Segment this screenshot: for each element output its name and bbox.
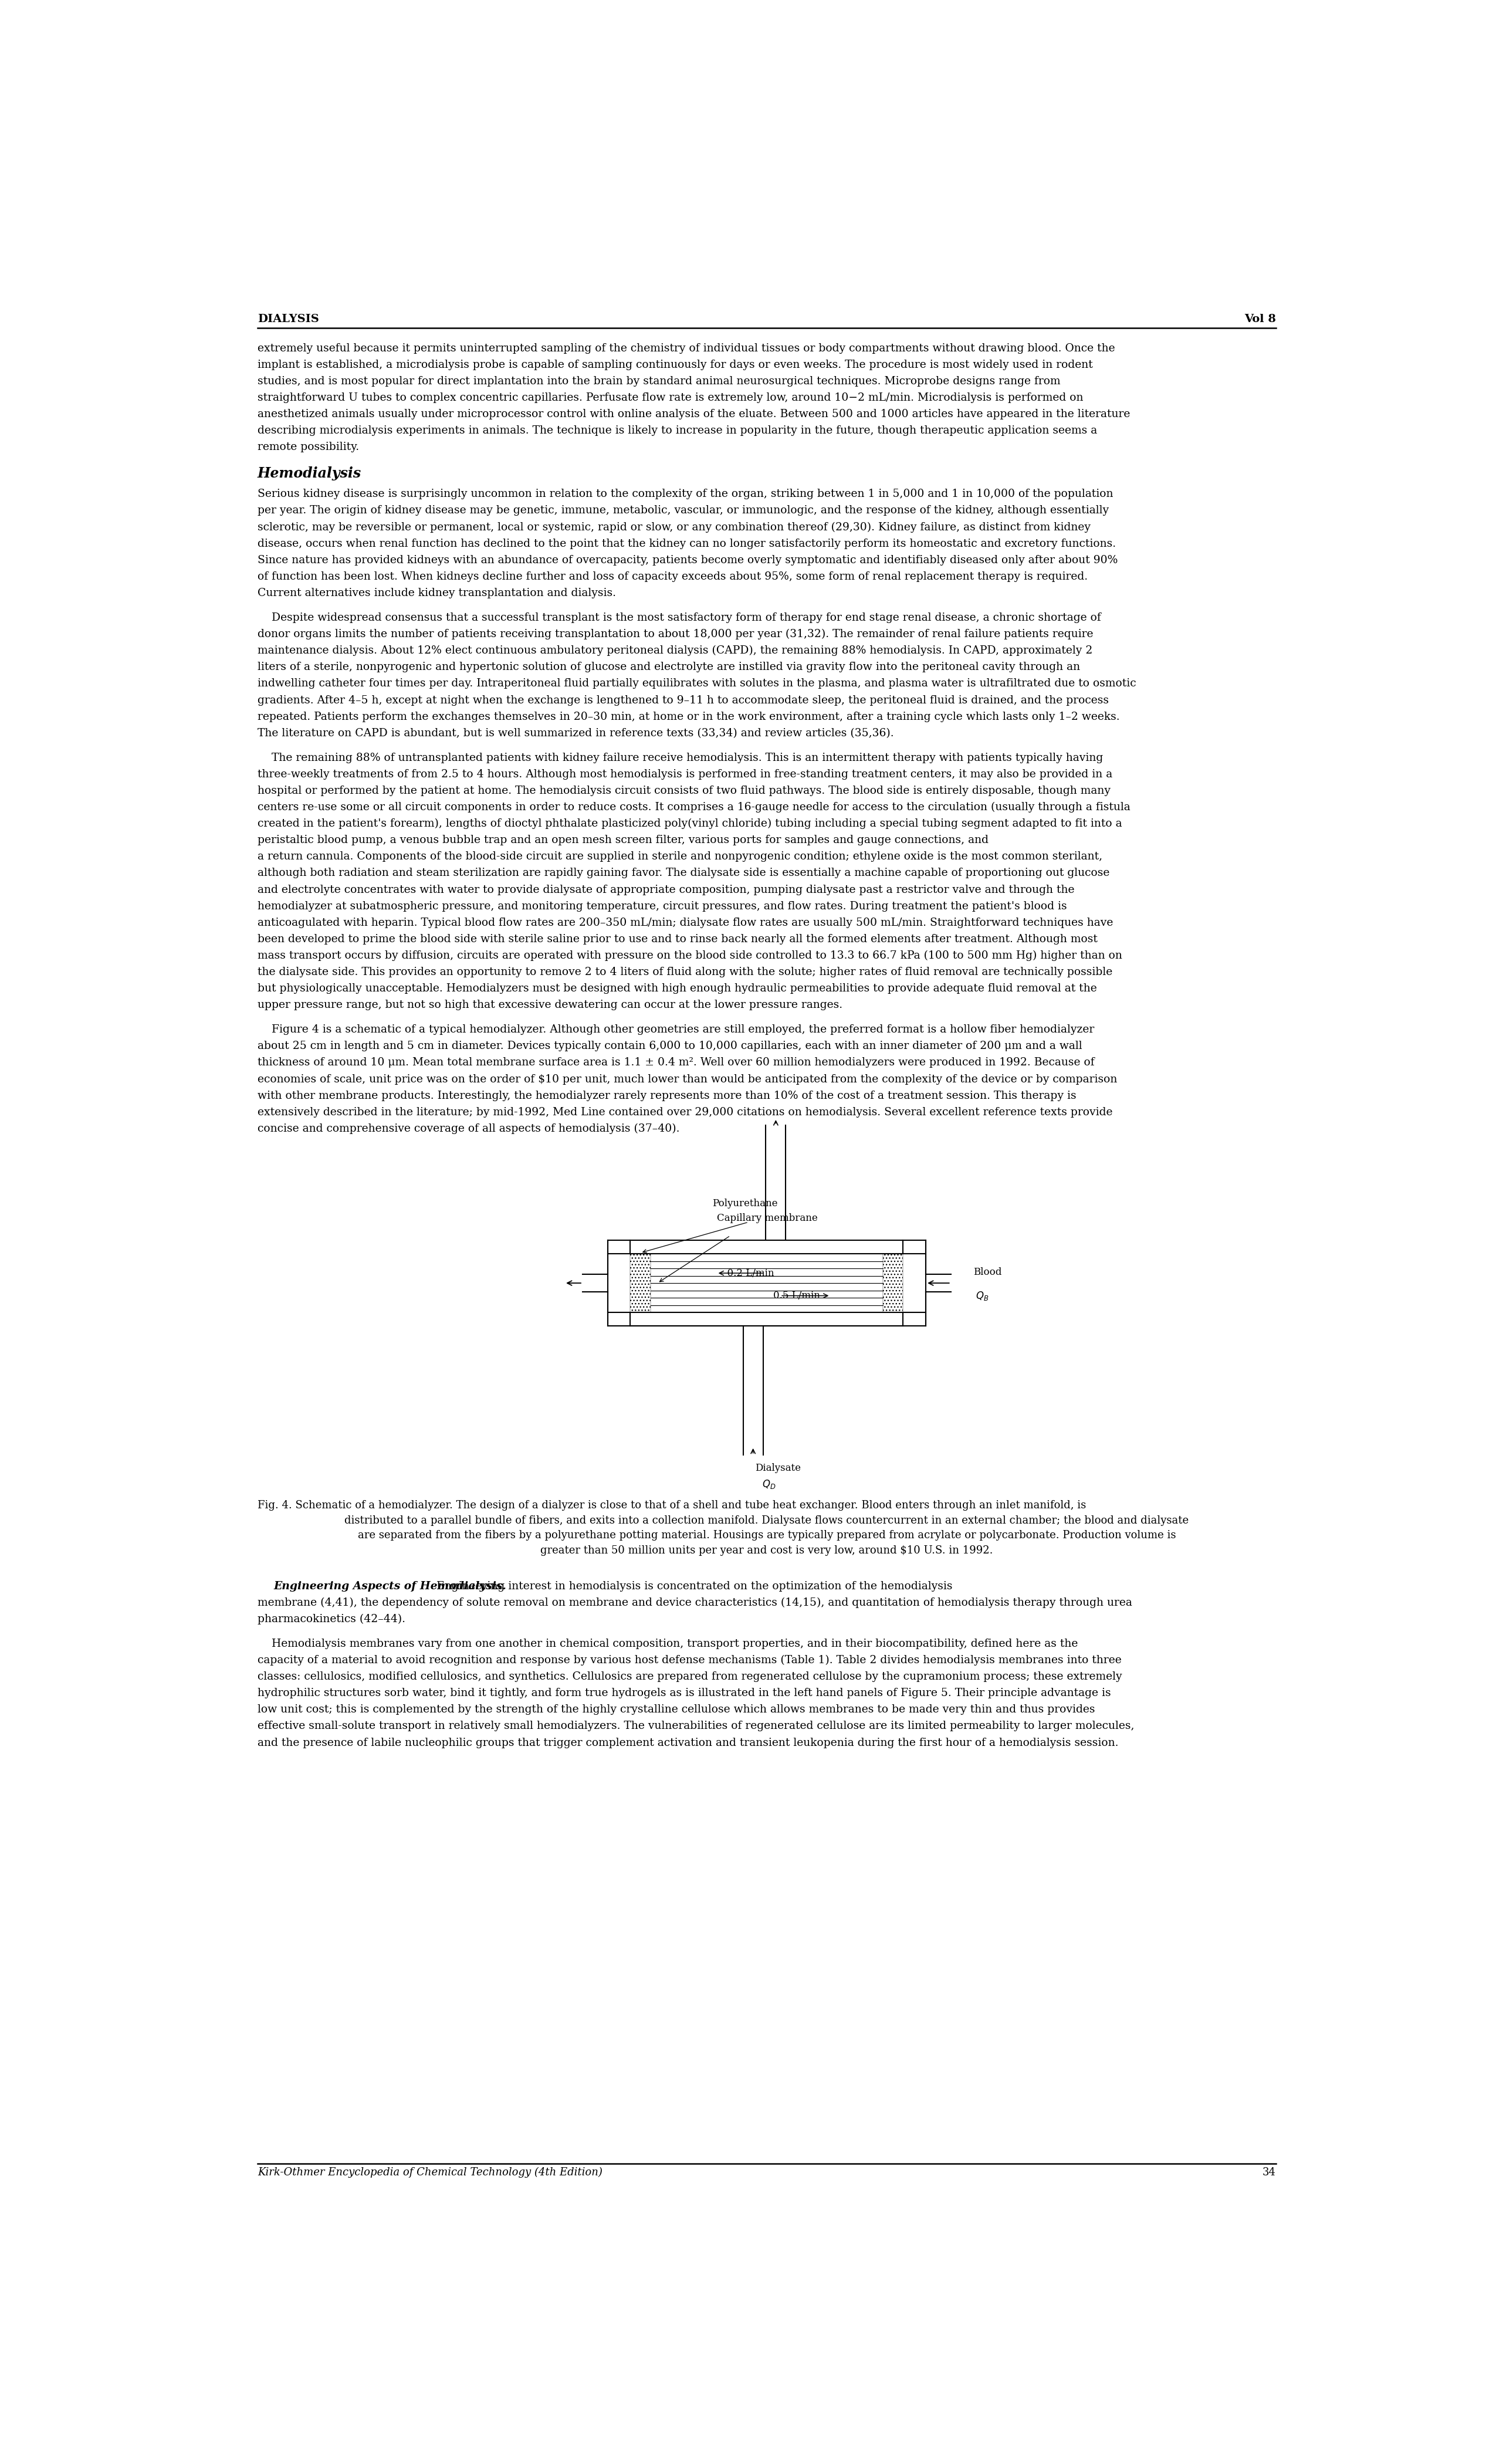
Text: maintenance dialysis. About 12% elect continuous ambulatory peritoneal dialysis : maintenance dialysis. About 12% elect co… (257, 646, 1092, 655)
Text: implant is established, a microdialysis probe is capable of sampling continuousl: implant is established, a microdialysis … (257, 360, 1092, 370)
Text: although both radiation and steam sterilization are rapidly gaining favor. The d: although both radiation and steam steril… (257, 867, 1110, 880)
Bar (630, 1254, 651, 1313)
Text: Dialysate: Dialysate (755, 1464, 800, 1473)
Text: created in the patient's forearm), lengths of dioctyl phthalate plasticized poly: created in the patient's forearm), lengt… (257, 818, 1122, 830)
Text: Since nature has provided kidneys with an abundance of overcapacity, patients be: Since nature has provided kidneys with a… (257, 554, 1118, 564)
Text: thickness of around 10 μm. Mean total membrane surface area is 1.1 ± 0.4 m². Wel: thickness of around 10 μm. Mean total me… (257, 1057, 1095, 1067)
Text: Polyurethane: Polyurethane (712, 1198, 778, 1207)
Text: classes: cellulosics, modified cellulosics, and synthetics. Cellulosics are prep: classes: cellulosics, modified cellulosi… (257, 1671, 1122, 1683)
Text: economies of scale, unit price was on the order of $10 per unit, much lower than: economies of scale, unit price was on th… (257, 1074, 1118, 1084)
Text: Despite widespread consensus that a successful transplant is the most satisfacto: Despite widespread consensus that a succ… (257, 614, 1101, 623)
Text: mass transport occurs by diffusion, circuits are operated with pressure on the b: mass transport occurs by diffusion, circ… (257, 951, 1122, 961)
Text: repeated. Patients perform the exchanges themselves in 20–30 min, at home or in : repeated. Patients perform the exchanges… (257, 712, 1119, 722)
Text: Vol 8: Vol 8 (1245, 313, 1276, 325)
Text: distributed to a parallel bundle of fibers, and exits into a collection manifold: distributed to a parallel bundle of fibe… (344, 1515, 1189, 1525)
Text: been developed to prime the blood side with sterile saline prior to use and to r: been developed to prime the blood side w… (257, 934, 1098, 944)
Text: Current alternatives include kidney transplantation and dialysis.: Current alternatives include kidney tran… (257, 589, 616, 599)
Text: the dialysate side. This provides an opportunity to remove 2 to 4 liters of flui: the dialysate side. This provides an opp… (257, 966, 1113, 978)
Text: Kirk-Othmer Encyclopedia of Chemical Technology (4th Edition): Kirk-Othmer Encyclopedia of Chemical Tec… (257, 2168, 603, 2178)
Text: studies, and is most popular for direct implantation into the brain by standard : studies, and is most popular for direct … (257, 377, 1061, 387)
Text: $Q_B$: $Q_B$ (975, 1289, 989, 1301)
Text: gradients. After 4–5 h, except at night when the exchange is lengthened to 9–11 : gradients. After 4–5 h, except at night … (257, 695, 1109, 705)
Text: per year. The origin of kidney disease may be genetic, immune, metabolic, vascul: per year. The origin of kidney disease m… (257, 505, 1109, 515)
Text: three-weekly treatments of from 2.5 to 4 hours. Although most hemodialysis is pe: three-weekly treatments of from 2.5 to 4… (257, 769, 1113, 779)
Text: 34: 34 (1263, 2168, 1276, 2178)
Text: The remaining 88% of untransplanted patients with kidney failure receive hemodia: The remaining 88% of untransplanted pati… (257, 752, 1103, 764)
Text: centers re-use some or all circuit components in order to reduce costs. It compr: centers re-use some or all circuit compo… (257, 801, 1131, 813)
Text: and electrolyte concentrates with water to provide dialysate of appropriate comp: and electrolyte concentrates with water … (257, 885, 1074, 894)
Text: The literature on CAPD is abundant, but is well summarized in reference texts (3: The literature on CAPD is abundant, but … (257, 727, 893, 739)
Text: liters of a sterile, nonpyrogenic and hypertonic solution of glucose and electro: liters of a sterile, nonpyrogenic and hy… (257, 663, 1080, 673)
Text: remote possibility.: remote possibility. (257, 441, 359, 453)
Text: Blood: Blood (974, 1266, 1002, 1276)
Text: Figure 4 is a schematic of a typical hemodialyzer. Although other geometries are: Figure 4 is a schematic of a typical hem… (257, 1025, 1094, 1035)
Text: hospital or performed by the patient at home. The hemodialysis circuit consists : hospital or performed by the patient at … (257, 786, 1110, 796)
Text: indwelling catheter four times per day. Intraperitoneal fluid partially equilibr: indwelling catheter four times per day. … (257, 678, 1135, 690)
Text: extensively described in the literature; by mid-1992, Med Line contained over 29: extensively described in the literature;… (257, 1106, 1113, 1119)
Text: hemodialyzer at subatmospheric pressure, and monitoring temperature, circuit pre: hemodialyzer at subatmospheric pressure,… (257, 902, 1067, 912)
Text: sclerotic, may be reversible or permanent, local or systemic, rapid or slow, or : sclerotic, may be reversible or permanen… (257, 522, 1091, 532)
Text: $Q_D$: $Q_D$ (761, 1478, 776, 1491)
Text: describing microdialysis experiments in animals. The technique is likely to incr: describing microdialysis experiments in … (257, 426, 1097, 436)
Text: straightforward U tubes to complex concentric capillaries. Perfusate flow rate i: straightforward U tubes to complex conce… (257, 392, 1083, 404)
Text: effective small-solute transport in relatively small hemodialyzers. The vulnerab: effective small-solute transport in rela… (257, 1720, 1134, 1732)
Text: are separated from the fibers by a polyurethane potting material. Housings are t: are separated from the fibers by a polyu… (358, 1530, 1176, 1540)
Text: anesthetized animals usually under microprocessor control with online analysis o: anesthetized animals usually under micro… (257, 409, 1129, 419)
Text: anticoagulated with heparin. Typical blood flow rates are 200–350 mL/min; dialys: anticoagulated with heparin. Typical blo… (257, 917, 1113, 929)
Text: Engineering interest in hemodialysis is concentrated on the optimization of the : Engineering interest in hemodialysis is … (426, 1582, 953, 1592)
Text: upper pressure range, but not so high that excessive dewatering can occur at the: upper pressure range, but not so high th… (257, 1000, 842, 1010)
Text: of function has been lost. When kidneys decline further and loss of capacity exc: of function has been lost. When kidneys … (257, 572, 1088, 582)
Text: Engineering Aspects of Hemodialysis.: Engineering Aspects of Hemodialysis. (274, 1582, 506, 1592)
Text: extremely useful because it permits uninterrupted sampling of the chemistry of i: extremely useful because it permits unin… (257, 342, 1115, 355)
Text: with other membrane products. Interestingly, the hemodialyzer rarely represents : with other membrane products. Interestin… (257, 1092, 1076, 1101)
Text: capacity of a material to avoid recognition and response by various host defense: capacity of a material to avoid recognit… (257, 1656, 1122, 1666)
Text: 0.5 L/min: 0.5 L/min (773, 1291, 820, 1301)
Text: greater than 50 million units per year and cost is very low, around $10 U.S. in : greater than 50 million units per year a… (540, 1545, 993, 1555)
Text: peristaltic blood pump, a venous bubble trap and an open mesh screen filter, var: peristaltic blood pump, a venous bubble … (257, 835, 989, 845)
Text: but physiologically unacceptable. Hemodialyzers must be designed with high enoug: but physiologically unacceptable. Hemodi… (257, 983, 1097, 993)
Text: 0.2 L/min: 0.2 L/min (721, 1269, 775, 1279)
Text: DIALYSIS: DIALYSIS (257, 313, 319, 325)
Bar (883, 1254, 904, 1313)
Text: disease, occurs when renal function has declined to the point that the kidney ca: disease, occurs when renal function has … (257, 540, 1116, 549)
Text: concise and comprehensive coverage of all aspects of hemodialysis (37–40).: concise and comprehensive coverage of al… (257, 1124, 679, 1133)
Text: Hemodialysis membranes vary from one another in chemical composition, transport : Hemodialysis membranes vary from one ano… (257, 1639, 1077, 1648)
Text: Hemodialysis: Hemodialysis (257, 466, 362, 480)
Text: membrane (4,41), the dependency of solute removal on membrane and device charact: membrane (4,41), the dependency of solut… (257, 1597, 1132, 1609)
Text: pharmacokinetics (42–44).: pharmacokinetics (42–44). (257, 1614, 405, 1624)
Text: hydrophilic structures sorb water, bind it tightly, and form true hydrogels as i: hydrophilic structures sorb water, bind … (257, 1688, 1112, 1698)
Text: a return cannula. Components of the blood-side circuit are supplied in sterile a: a return cannula. Components of the bloo… (257, 853, 1103, 862)
Text: Serious kidney disease is surprisingly uncommon in relation to the complexity of: Serious kidney disease is surprisingly u… (257, 488, 1113, 500)
Text: Capillary membrane: Capillary membrane (717, 1212, 817, 1222)
Text: low unit cost; this is complemented by the strength of the highly crystalline ce: low unit cost; this is complemented by t… (257, 1705, 1095, 1715)
Text: and the presence of labile nucleophilic groups that trigger complement activatio: and the presence of labile nucleophilic … (257, 1737, 1119, 1747)
Text: donor organs limits the number of patients receiving transplantation to about 18: donor organs limits the number of patien… (257, 628, 1094, 641)
Text: about 25 cm in length and 5 cm in diameter. Devices typically contain 6,000 to 1: about 25 cm in length and 5 cm in diamet… (257, 1040, 1082, 1052)
Text: Fig. 4. Schematic of a hemodialyzer. The design of a dialyzer is close to that o: Fig. 4. Schematic of a hemodialyzer. The… (257, 1501, 1086, 1510)
